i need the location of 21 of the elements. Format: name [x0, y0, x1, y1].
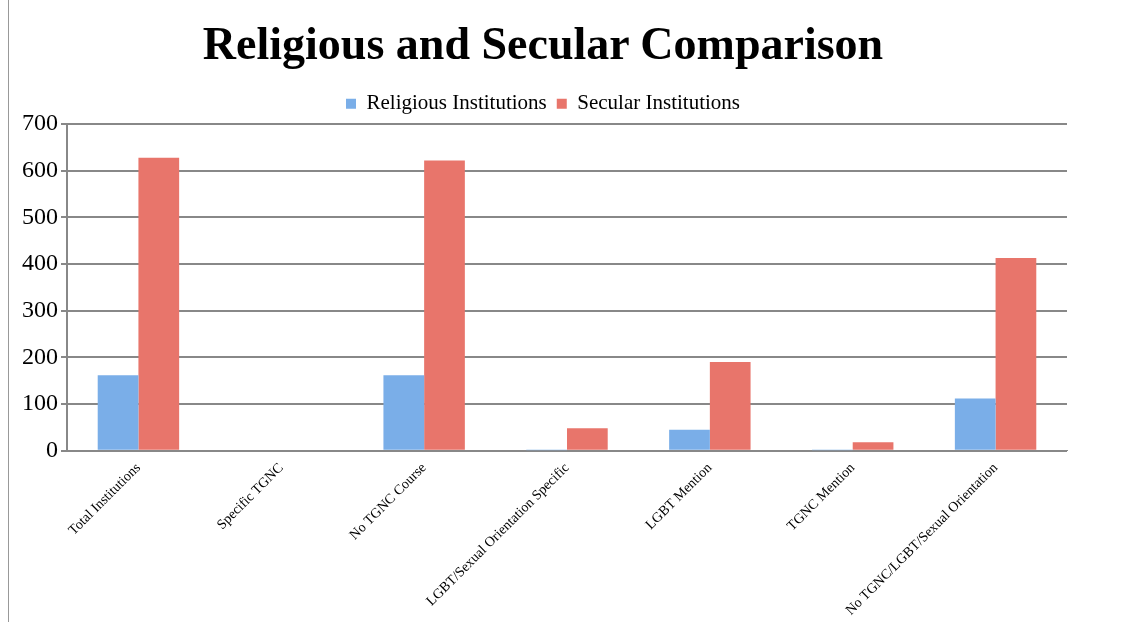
- y-tick-label: 200: [22, 342, 58, 369]
- bar: [709, 362, 751, 450]
- y-tick-label: 700: [22, 109, 58, 136]
- bar: [995, 258, 1037, 450]
- chart-title: Religious and Secular Comparison: [202, 18, 884, 70]
- bar: [669, 429, 710, 450]
- bar: [383, 375, 425, 450]
- bar: [424, 160, 465, 450]
- y-tick-label: 400: [22, 249, 58, 276]
- y-tick-label: 100: [22, 389, 58, 416]
- y-tick-label: 600: [22, 156, 58, 183]
- y-tick-label: 300: [22, 296, 58, 323]
- bar: [954, 398, 996, 450]
- bar: [567, 428, 608, 450]
- bar: [138, 157, 180, 450]
- legend-label: Secular Institutions: [577, 90, 740, 115]
- legend-label: Religious Institutions: [366, 90, 547, 115]
- bar: [97, 375, 139, 450]
- y-tick-label: 500: [22, 202, 58, 229]
- y-tick-label: 0: [46, 436, 58, 463]
- bar: [852, 442, 894, 450]
